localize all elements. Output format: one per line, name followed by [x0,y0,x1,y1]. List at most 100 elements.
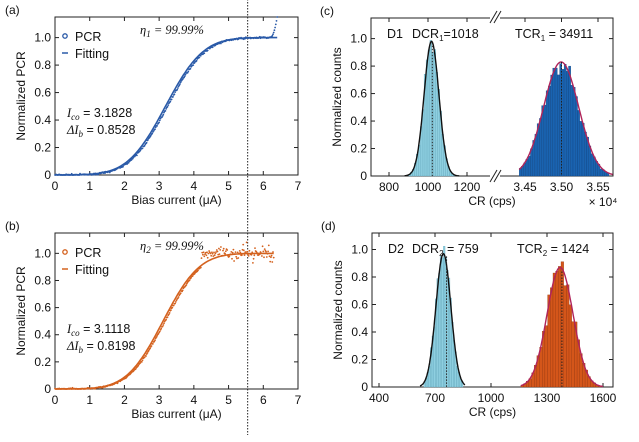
pcr-data-point [210,254,213,257]
x-axis-label: Bias current (μA) [131,193,221,207]
pcr-data-point [261,245,264,248]
x-tick-label: 2 [121,179,128,193]
pcr-data-point [242,249,245,252]
pcr-data-point [271,261,274,263]
pcr-data-point [222,247,225,250]
dcr-label: DCR2 = 759 [412,242,479,258]
y-tick-label: 0.8 [34,273,51,287]
pcr-data-point [147,349,150,352]
pcr-data-point [258,35,261,38]
pcr-data-point [243,254,246,256]
pcr-data-point [269,260,272,263]
panel-b: 0 1 2 3 4 5 6 7 0 0.2 0.4 0.6 0.8 1.0 Bias current (μA… [5,215,302,435]
pcr-data-point [188,279,191,281]
pcr-data-point [215,251,218,253]
pcr-data-point [154,339,156,342]
tcr-histogram-bar [584,131,587,177]
pcr-data-point [204,253,206,256]
pcr-data-point [168,313,170,316]
tcr-histogram-bar [575,96,578,177]
y-tick-label: 0.2 [351,353,368,367]
x-tick-label: 3.45 [513,180,537,194]
x-tick-label: 3.55 [586,180,610,194]
pcr-data-point [152,343,154,345]
pcr-data-point [211,251,213,254]
pcr-data-point [170,309,172,311]
pcr-data-point [104,172,106,175]
tcr-label: TCR1 = 34911 [515,27,593,43]
y-tick-label: 0.8 [350,59,367,73]
pcr-data-point [273,29,276,32]
pcr-data-point [270,254,273,257]
pcr-data-point [202,251,205,254]
pcr-data-point [131,157,134,160]
dcr-histogram-bar [429,40,432,177]
pcr-data-point [143,144,146,147]
pcr-data-point [183,75,186,77]
dcr-gaussian-fit [419,252,466,387]
tcr-histogram-bar [525,159,529,177]
panel-a: 0 1 2 3 4 5 6 7 0 0.2 0.4 0.6 0.8 1.0 Bias current (μA… [5,0,302,221]
legend-marker-pcr [62,33,68,39]
pcr-data-point [195,59,198,62]
efficiency-annotation: η1 = 99.99% [140,23,204,39]
pcr-data-point [151,132,154,135]
pcr-data-point [161,325,164,328]
pcr-data-point [206,256,209,259]
tcr-histogram-bar [563,285,567,388]
tcr-histogram-bar [539,118,542,177]
tcr-histogram-bar [552,272,556,388]
tcr-histogram-bar [543,104,547,177]
pcr-data-point [169,100,172,103]
x-tick-label: 1000 [415,180,442,194]
tcr-histogram-bar [568,65,571,177]
panel-label: (b) [5,219,20,233]
pcr-data-point [252,257,255,260]
pcr-data-point [212,255,215,257]
pcr-data-point [244,37,247,40]
dcr-histogram-bar [435,72,438,177]
pcr-data-point [216,250,219,253]
x-tick-label: 7 [295,393,302,407]
pcr-data-point [207,252,210,255]
tcr-histogram-bar [550,74,553,177]
delta-ib-annotation: ΔIb = 0.8198 [66,339,136,355]
pcr-data-point [199,54,202,57]
x-tick-label: 0 [52,393,59,407]
pcr-data-point [163,322,165,325]
pcr-data-point [172,96,174,98]
pcr-data-point [234,251,237,254]
legend-label-pcr: PCR [75,246,101,260]
ico-annotation: Ico = 3.1118 [66,322,130,338]
dcr-histogram-bar [443,246,446,388]
legend-label-fitting: Fitting [75,47,109,61]
axis-break-mark [493,169,502,183]
pcr-data-point [165,318,168,321]
y-tick-label: 0 [44,168,51,182]
dcr-histogram-bar [433,49,436,177]
ico-annotation: Ico = 3.1828 [66,106,132,122]
x-tick-label: 700 [425,391,445,405]
y-tick-label: 0.8 [34,58,51,72]
pcr-data-point [275,20,278,22]
device-label: D2 [388,242,404,256]
pcr-data-point [181,289,184,292]
tcr-histogram-bar [590,153,594,177]
pcr-data-point [166,316,169,318]
x-tick-label: 6 [260,179,267,193]
y-tick-label: 0 [44,382,51,396]
pcr-data-point [140,361,143,363]
legend-marker-pcr [62,249,68,255]
pcr-data-point [226,249,229,251]
tcr-histogram-bar [548,85,551,177]
dcr-histogram-bar [441,257,444,388]
pcr-data-point [233,253,236,256]
pcr-data-point [256,252,258,254]
y-tick-label: 0 [360,169,367,183]
plot-frame [54,232,299,390]
pcr-data-point [158,119,161,122]
y-axis-label: Normalized counts [330,47,344,146]
x-tick-label: 1200 [454,180,481,194]
pcr-data-point [263,256,265,259]
